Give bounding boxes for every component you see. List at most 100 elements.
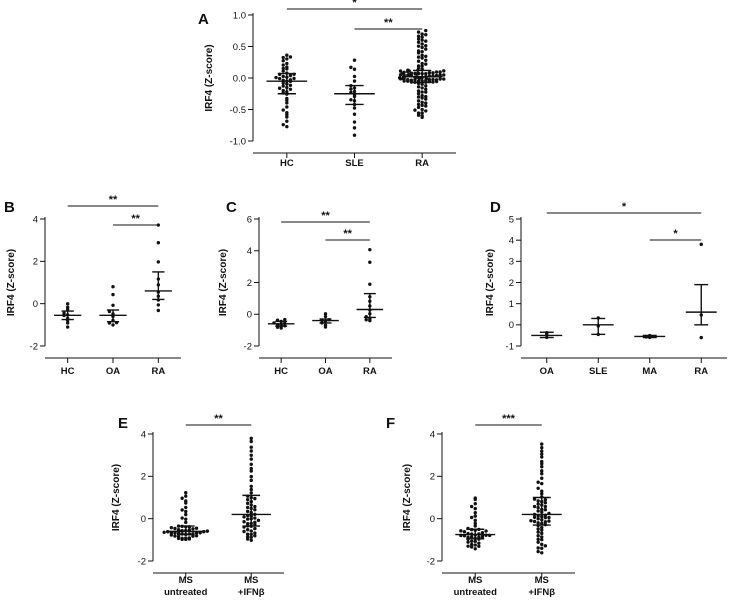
data-point <box>281 55 285 60</box>
data-point <box>285 110 289 115</box>
data-point <box>420 49 424 54</box>
data-point <box>409 78 414 82</box>
data-point <box>473 496 477 500</box>
data-point <box>62 311 66 315</box>
data-point <box>184 520 188 525</box>
data-point <box>469 504 474 509</box>
y-tick-label: 4 <box>247 246 252 257</box>
data-point <box>424 104 428 108</box>
data-point <box>184 517 188 521</box>
category-label: +IFNβ <box>238 587 265 598</box>
data-point <box>540 537 544 542</box>
data-point <box>184 494 188 498</box>
data-point <box>473 506 477 511</box>
data-point <box>352 112 357 116</box>
data-point <box>281 108 285 112</box>
data-point <box>249 474 253 479</box>
data-point <box>540 442 544 446</box>
data-point <box>281 69 285 73</box>
data-point <box>540 465 544 469</box>
data-point <box>540 551 544 555</box>
y-tick-label: 1.0 <box>233 10 246 21</box>
data-point <box>249 445 253 449</box>
panel-c: C IRF4 (Z-score) -2 0 2 4 6 HC OA RA ** ** <box>218 199 392 377</box>
panel-label: C <box>226 199 237 216</box>
category-label: RA <box>151 366 165 377</box>
data-point <box>536 530 540 534</box>
panel-label: D <box>490 199 501 216</box>
data-point <box>245 522 250 526</box>
data-point <box>245 517 250 521</box>
data-point <box>438 70 442 74</box>
y-axis-title: IRF4 (Z-score) <box>6 249 17 316</box>
data-point <box>253 520 257 525</box>
data-point <box>473 514 477 518</box>
data-point <box>473 511 477 515</box>
data-point <box>416 111 421 115</box>
category-label: MA <box>642 366 657 377</box>
data-point <box>249 529 253 533</box>
category-label: MS <box>468 575 482 586</box>
data-point <box>427 71 432 75</box>
data-point <box>65 321 70 325</box>
data-point <box>352 74 357 79</box>
data-point <box>184 512 188 517</box>
data-point <box>477 544 481 548</box>
data-point <box>281 59 285 63</box>
data-point <box>187 536 192 540</box>
data-point <box>543 507 548 512</box>
data-point <box>180 496 184 500</box>
data-point <box>249 538 253 542</box>
data-point <box>65 305 70 310</box>
data-point <box>434 78 439 82</box>
data-point <box>536 549 540 554</box>
data-point <box>249 491 253 495</box>
data-point <box>281 84 285 88</box>
data-point <box>245 509 250 514</box>
significance-label: ** <box>321 210 330 222</box>
data-point <box>540 476 544 480</box>
data-point <box>281 81 285 85</box>
data-point <box>368 247 372 252</box>
data-point <box>420 107 424 112</box>
category-label: OA <box>318 366 332 377</box>
data-point <box>397 76 402 80</box>
y-tick-label: -1 <box>506 341 514 352</box>
data-point <box>352 126 357 130</box>
data-point <box>420 82 424 86</box>
data-point <box>469 535 474 539</box>
category-label: +IFNβ <box>528 587 555 598</box>
data-point <box>699 242 703 247</box>
data-point <box>249 439 253 444</box>
significance-label: * <box>673 228 678 240</box>
data-point <box>245 535 250 539</box>
data-point <box>176 534 181 539</box>
data-point <box>424 90 428 94</box>
data-point <box>536 499 540 503</box>
data-point <box>473 518 477 523</box>
data-point <box>529 519 533 523</box>
data-point <box>442 77 446 81</box>
data-point <box>180 508 184 512</box>
data-point <box>473 543 477 547</box>
data-point <box>540 469 544 473</box>
data-point <box>416 91 421 96</box>
data-point <box>469 545 474 549</box>
data-point <box>205 529 210 533</box>
significance-label: * <box>622 201 627 213</box>
y-tick-label: 0 <box>141 514 146 525</box>
data-point <box>402 70 406 74</box>
data-point <box>420 100 424 105</box>
data-point <box>469 539 474 543</box>
data-point <box>540 459 544 464</box>
data-point <box>194 534 199 538</box>
data-point <box>424 71 428 76</box>
data-point <box>406 78 410 82</box>
category-label: MS <box>179 575 193 586</box>
data-point <box>249 478 253 483</box>
panel-label: F <box>386 415 395 432</box>
data-point <box>285 105 289 109</box>
data-point <box>111 323 115 327</box>
data-point <box>416 37 421 41</box>
